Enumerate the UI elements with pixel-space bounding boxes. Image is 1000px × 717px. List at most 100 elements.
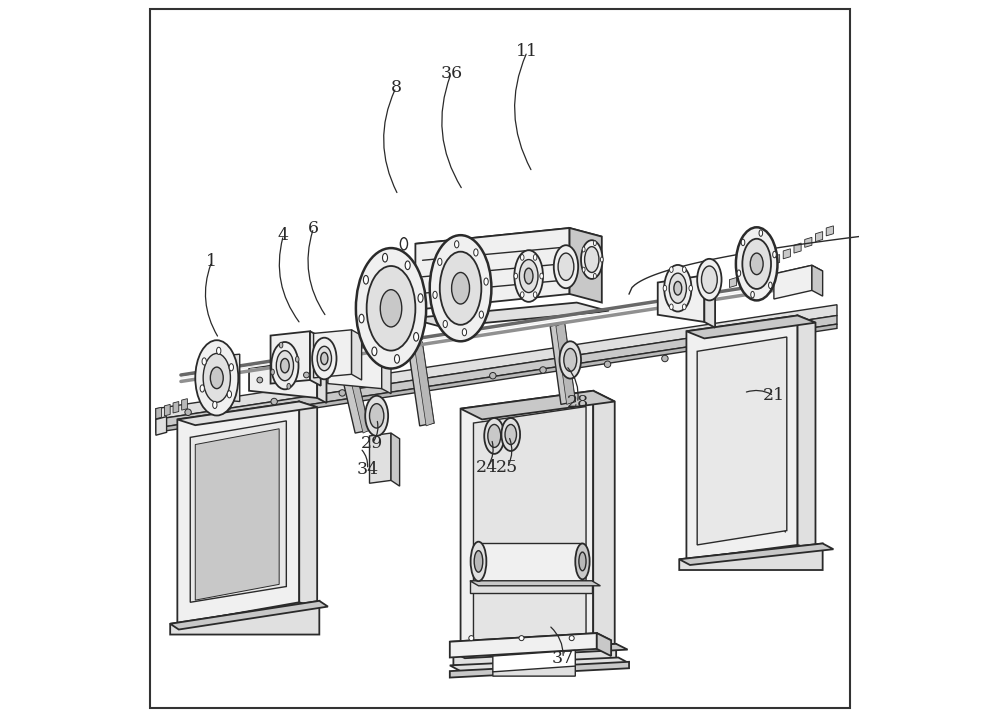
Polygon shape (570, 228, 602, 303)
Ellipse shape (312, 338, 337, 379)
Ellipse shape (593, 273, 596, 278)
Ellipse shape (579, 552, 586, 571)
Ellipse shape (227, 391, 232, 398)
Ellipse shape (484, 418, 504, 454)
Ellipse shape (560, 341, 581, 379)
Polygon shape (310, 331, 321, 386)
Ellipse shape (689, 285, 693, 291)
Polygon shape (679, 543, 833, 565)
Ellipse shape (229, 364, 233, 371)
Text: 37: 37 (552, 650, 574, 667)
Ellipse shape (185, 409, 191, 416)
Polygon shape (410, 303, 609, 327)
Ellipse shape (569, 635, 574, 641)
Polygon shape (815, 232, 823, 242)
Polygon shape (762, 260, 769, 270)
Text: 4: 4 (278, 227, 289, 244)
Polygon shape (493, 650, 575, 672)
Ellipse shape (380, 290, 402, 327)
Text: 24: 24 (476, 459, 498, 476)
Polygon shape (453, 644, 628, 658)
Ellipse shape (505, 424, 516, 445)
Polygon shape (177, 402, 299, 624)
Polygon shape (156, 315, 837, 428)
Polygon shape (415, 228, 570, 310)
Ellipse shape (484, 278, 488, 285)
Ellipse shape (365, 396, 388, 436)
Ellipse shape (400, 238, 408, 250)
Ellipse shape (670, 304, 673, 310)
Polygon shape (249, 361, 317, 398)
Ellipse shape (773, 251, 776, 257)
Polygon shape (217, 354, 240, 402)
Ellipse shape (257, 377, 263, 383)
Polygon shape (470, 581, 600, 586)
Ellipse shape (593, 241, 596, 246)
Ellipse shape (356, 248, 426, 369)
Ellipse shape (682, 304, 686, 310)
Ellipse shape (383, 253, 388, 262)
Polygon shape (686, 315, 815, 338)
Ellipse shape (697, 259, 722, 300)
Ellipse shape (405, 261, 410, 270)
Polygon shape (493, 666, 575, 676)
Text: 25: 25 (496, 459, 518, 476)
Ellipse shape (462, 328, 467, 336)
Polygon shape (597, 633, 611, 656)
Ellipse shape (440, 252, 481, 325)
Polygon shape (453, 644, 616, 665)
Ellipse shape (200, 385, 204, 392)
Ellipse shape (443, 320, 447, 328)
Polygon shape (751, 266, 758, 276)
Text: 29: 29 (361, 435, 383, 452)
Text: 21: 21 (763, 387, 785, 404)
Polygon shape (370, 433, 391, 483)
Polygon shape (473, 407, 586, 647)
Ellipse shape (202, 358, 206, 365)
Polygon shape (805, 237, 812, 247)
Ellipse shape (321, 353, 328, 364)
Polygon shape (772, 255, 780, 265)
Ellipse shape (737, 270, 741, 277)
Ellipse shape (519, 635, 524, 641)
Ellipse shape (742, 239, 771, 289)
Ellipse shape (736, 227, 777, 300)
Text: 36: 36 (440, 65, 462, 82)
Ellipse shape (759, 230, 763, 237)
Ellipse shape (488, 424, 501, 447)
Ellipse shape (575, 543, 590, 579)
Ellipse shape (750, 253, 763, 275)
Polygon shape (686, 315, 798, 559)
Polygon shape (299, 402, 317, 608)
Polygon shape (415, 228, 602, 252)
Ellipse shape (670, 267, 673, 272)
Ellipse shape (433, 291, 437, 298)
Ellipse shape (414, 333, 419, 341)
Ellipse shape (554, 245, 578, 288)
Polygon shape (156, 417, 167, 435)
Polygon shape (783, 249, 790, 259)
Ellipse shape (669, 273, 686, 303)
Text: 28: 28 (566, 394, 588, 412)
Polygon shape (177, 402, 317, 425)
Polygon shape (314, 330, 352, 378)
Polygon shape (461, 391, 615, 419)
Ellipse shape (581, 240, 603, 279)
Ellipse shape (317, 346, 332, 371)
Ellipse shape (224, 404, 231, 410)
Polygon shape (391, 433, 400, 486)
Ellipse shape (701, 266, 717, 293)
Ellipse shape (474, 551, 483, 572)
Ellipse shape (585, 247, 599, 272)
Polygon shape (328, 351, 382, 389)
Polygon shape (794, 243, 801, 253)
Polygon shape (704, 275, 715, 328)
Ellipse shape (418, 294, 423, 303)
Polygon shape (344, 349, 370, 433)
Ellipse shape (372, 347, 377, 356)
Ellipse shape (452, 272, 470, 304)
Polygon shape (450, 662, 629, 678)
Polygon shape (156, 324, 837, 432)
Text: 8: 8 (391, 79, 402, 96)
Ellipse shape (533, 292, 537, 298)
